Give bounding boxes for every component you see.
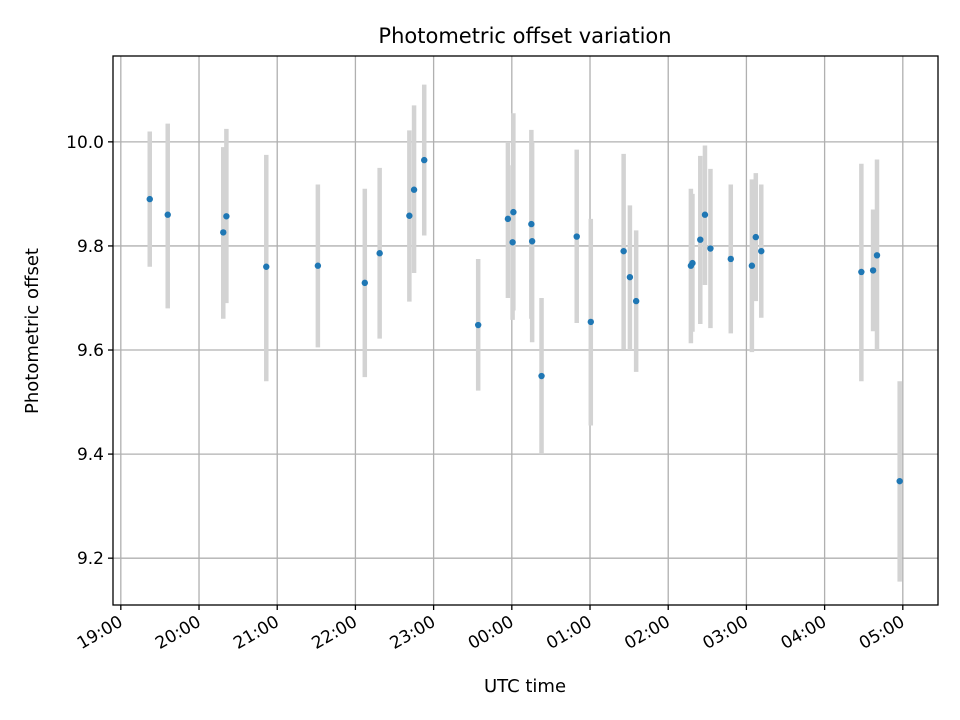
data-point (573, 233, 580, 240)
data-point (632, 297, 640, 305)
data-point (314, 262, 322, 269)
data-point (509, 239, 516, 246)
data-point (748, 262, 756, 269)
data-point (164, 211, 171, 218)
y-tick-label: 9.8 (77, 237, 104, 257)
data-point (873, 252, 881, 259)
data-point (146, 195, 153, 203)
x-tick-label: 01:00 (543, 612, 595, 654)
x-tick-label: 19:00 (74, 612, 126, 654)
data-point (752, 233, 759, 241)
x-tick-label: 20:00 (152, 612, 204, 654)
x-tick-label: 05:00 (856, 612, 908, 654)
axis-ticks: 19:00 20:00 21:00 22:00 23:00 00:00 01:00 02:00… (66, 133, 908, 654)
data-point (707, 245, 714, 252)
chart-title: Photometric offset variation (378, 24, 671, 48)
y-tick-label: 9.6 (77, 341, 104, 361)
data-point (528, 220, 535, 228)
data-point (220, 229, 227, 236)
data-point (538, 372, 545, 380)
x-tick-label: 00:00 (465, 612, 517, 654)
data-point (758, 247, 765, 255)
data-point (376, 250, 383, 257)
data-point (361, 279, 369, 287)
data-point (410, 186, 418, 193)
data-point (504, 215, 512, 223)
error-bars (147, 84, 902, 582)
x-tick-label: 03:00 (699, 612, 751, 654)
x-axis-label: UTC time (484, 676, 566, 697)
x-tick-label: 21:00 (230, 612, 282, 654)
y-tick-label: 9.2 (77, 549, 104, 569)
data-point (223, 213, 230, 220)
data-point (896, 477, 903, 485)
data-points (146, 156, 903, 485)
y-axis-label: Photometric offset (22, 248, 43, 414)
data-point (587, 318, 594, 326)
data-point (701, 211, 709, 218)
x-tick-label: 23:00 (387, 612, 439, 654)
data-point (689, 259, 696, 267)
data-point (858, 268, 865, 276)
y-tick-label: 9.4 (77, 445, 104, 465)
x-tick-label: 22:00 (308, 612, 360, 654)
data-point (626, 273, 634, 281)
data-point (510, 208, 517, 216)
data-point (869, 267, 877, 274)
data-point (697, 236, 704, 243)
plot-frame (112, 55, 939, 606)
data-point (528, 238, 536, 245)
y-tick-label: 10.0 (66, 133, 104, 153)
data-point (727, 255, 734, 263)
data-point (474, 321, 482, 329)
x-tick-label: 04:00 (778, 612, 830, 654)
data-point (406, 212, 413, 219)
data-point (263, 263, 270, 270)
data-point (620, 247, 627, 255)
data-point (421, 156, 428, 164)
x-tick-label: 02:00 (621, 612, 673, 654)
grid-lines (113, 56, 938, 605)
